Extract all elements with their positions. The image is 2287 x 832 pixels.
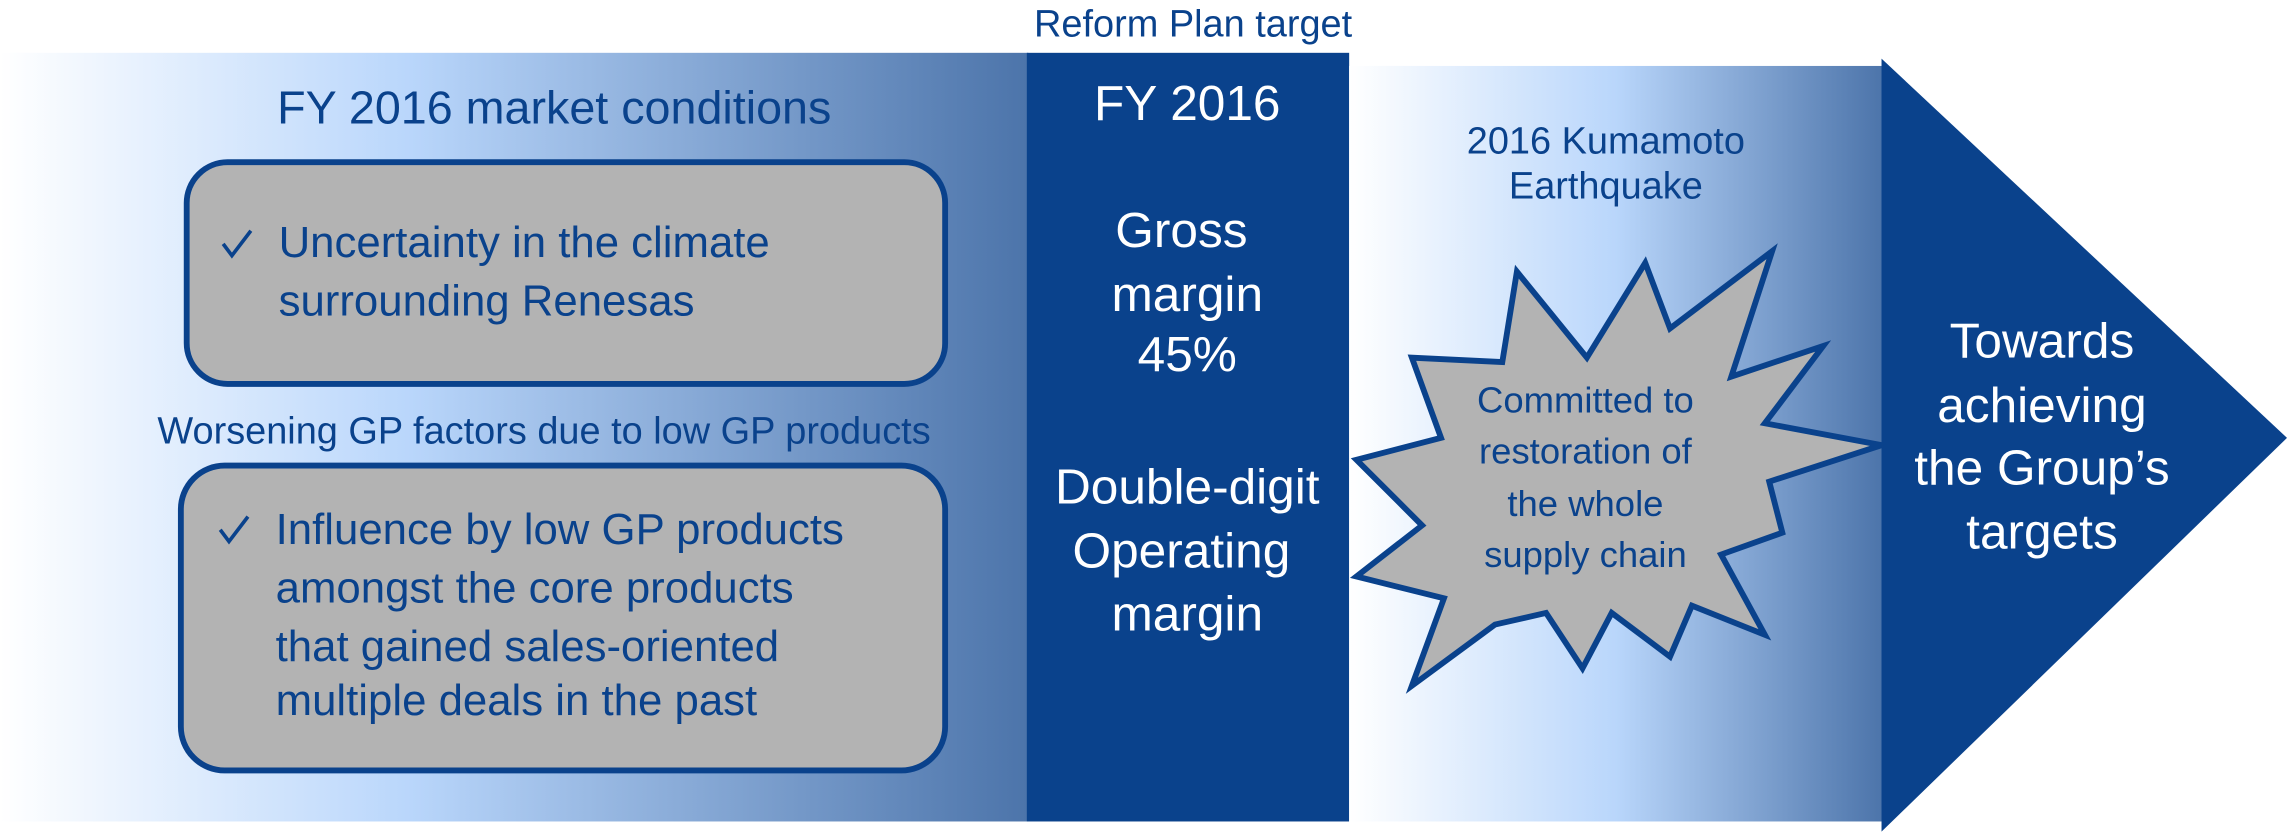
burst-text: supply chain bbox=[1484, 534, 1687, 575]
target-text: Operating bbox=[1073, 523, 1291, 579]
check-icon bbox=[218, 515, 250, 545]
box-text: multiple deals in the past bbox=[276, 676, 758, 725]
section-title: FY 2016 market conditions bbox=[277, 81, 831, 133]
box-text: amongst the core products bbox=[276, 564, 794, 613]
target-text: Gross bbox=[1115, 202, 1247, 258]
arrow-text: targets bbox=[1966, 504, 2118, 560]
target-text: margin bbox=[1111, 585, 1263, 641]
earthquake-title: 2016 Kumamoto bbox=[1467, 120, 1745, 162]
starburst bbox=[1349, 243, 1883, 694]
arrow bbox=[1881, 58, 2287, 832]
box bbox=[183, 159, 949, 387]
burst-text: the whole bbox=[1507, 483, 1663, 524]
box-text: surrounding Renesas bbox=[279, 276, 695, 325]
target-title: FY 2016 bbox=[1094, 75, 1281, 131]
arrow-text: Towards bbox=[1950, 313, 2135, 369]
box bbox=[177, 462, 949, 774]
target-column bbox=[1026, 52, 1350, 822]
target-text: margin bbox=[1111, 266, 1263, 322]
box-text: that gained sales-oriented bbox=[276, 622, 779, 671]
box-text: Influence by low GP products bbox=[276, 505, 844, 554]
target-text: Double-digit bbox=[1055, 458, 1320, 514]
top-label: Reform Plan target bbox=[1034, 4, 1353, 46]
target-text: 45% bbox=[1138, 326, 1237, 382]
box-text: Uncertainty in the climate bbox=[279, 218, 770, 267]
subheading: Worsening GP factors due to low GP produ… bbox=[157, 411, 930, 453]
arrow-text: achieving bbox=[1937, 377, 2146, 433]
check-icon bbox=[221, 229, 253, 259]
burst-text: Committed to bbox=[1477, 379, 1694, 420]
arrow-text: the Group’s bbox=[1914, 440, 2169, 496]
burst-text: restoration of bbox=[1479, 431, 1693, 472]
earthquake-title: Earthquake bbox=[1509, 165, 1703, 207]
